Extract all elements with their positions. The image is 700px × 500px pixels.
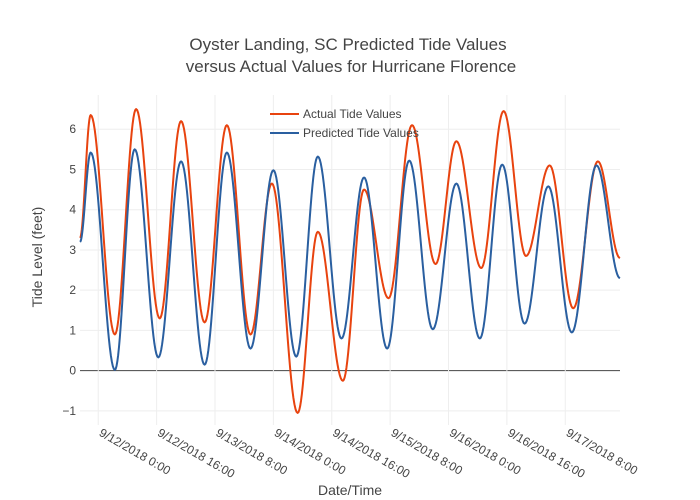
y-tick-label: 2 — [69, 283, 76, 297]
y-tick-label: 0 — [69, 364, 76, 378]
y-tick-label: 4 — [69, 203, 76, 217]
y-tick-label: −1 — [62, 404, 76, 418]
x-axis-title: Date/Time — [318, 482, 382, 498]
y-tick-label: 6 — [69, 122, 76, 136]
y-tick-label: 3 — [69, 243, 76, 257]
series-line-actual — [79, 108, 621, 414]
grid-layer — [80, 95, 620, 425]
series-line-predicted — [79, 148, 621, 371]
legend: Actual Tide Values Predicted Tide Values — [270, 107, 419, 140]
y-tick-labels: −1 0 1 2 3 4 5 6 — [62, 122, 76, 418]
y-tick-label: 5 — [69, 162, 76, 176]
y-tick-label: 1 — [69, 323, 76, 337]
legend-label-actual: Actual Tide Values — [303, 107, 402, 121]
chart-title-line-2: versus Actual Values for Hurricane Flore… — [186, 57, 516, 76]
series-layer — [79, 108, 621, 414]
chart-title-line-1: Oyster Landing, SC Predicted Tide Values — [189, 35, 506, 54]
y-axis-title: Tide Level (feet) — [29, 207, 45, 308]
x-tick-labels: 9/12/2018 0:009/12/2018 16:009/13/2018 8… — [97, 425, 641, 481]
legend-label-predicted: Predicted Tide Values — [303, 126, 419, 140]
